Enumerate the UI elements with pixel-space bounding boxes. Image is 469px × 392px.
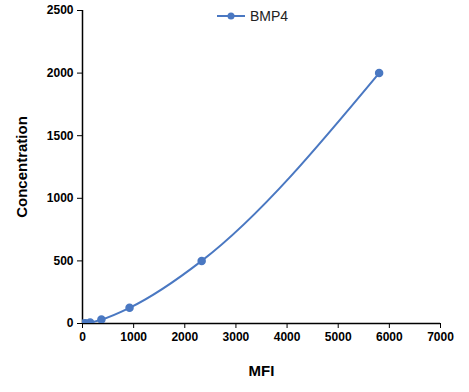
svg-text:1500: 1500 — [47, 129, 74, 143]
svg-text:5000: 5000 — [325, 330, 352, 344]
svg-text:MFI: MFI — [249, 362, 275, 379]
svg-text:2500: 2500 — [47, 3, 74, 17]
svg-text:6000: 6000 — [376, 330, 403, 344]
svg-text:3000: 3000 — [223, 330, 250, 344]
svg-text:7000: 7000 — [427, 330, 454, 344]
svg-text:2000: 2000 — [171, 330, 198, 344]
html-text:BMP4: BMP4 — [250, 8, 289, 24]
svg-text:4000: 4000 — [274, 330, 301, 344]
svg-text:Concentration: Concentration — [13, 116, 30, 218]
svg-text:2000: 2000 — [47, 66, 74, 80]
svg-text:0: 0 — [79, 330, 86, 344]
svg-text:0: 0 — [67, 316, 74, 330]
svg-text:500: 500 — [53, 254, 73, 268]
svg-text:1000: 1000 — [47, 191, 74, 205]
svg-text:1000: 1000 — [120, 330, 147, 344]
